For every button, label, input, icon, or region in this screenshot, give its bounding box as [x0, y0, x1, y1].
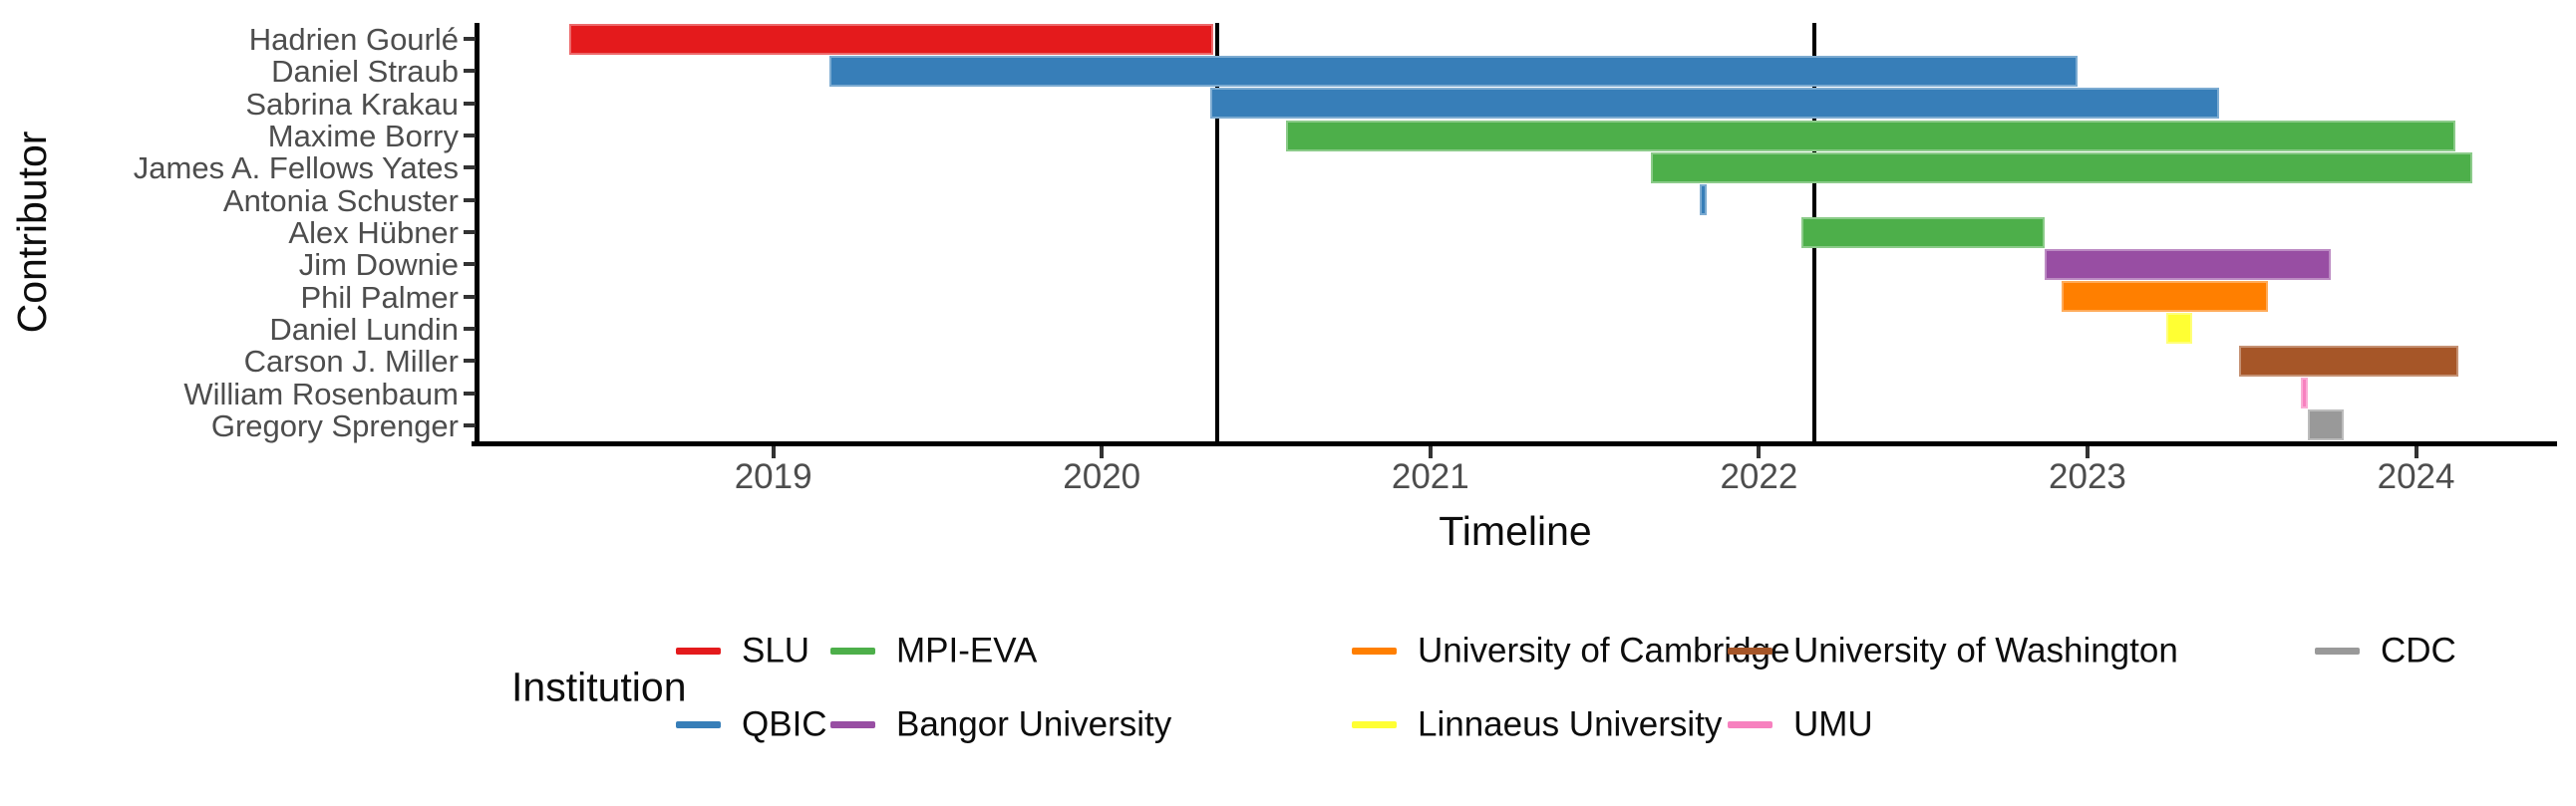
gantt-bar-gregory-sprenger — [2307, 409, 2345, 441]
y-label-daniel-lundin: Daniel Lundin — [269, 311, 459, 347]
x-tick-label-2019: 2019 — [734, 457, 812, 496]
x-tick-2020 — [1100, 446, 1105, 458]
y-tick-sabrina-krakau — [464, 101, 476, 106]
gantt-bar-hadrien-gourle — [569, 23, 1214, 55]
x-tick-label-2024: 2024 — [2377, 457, 2455, 496]
legend-key-mpi-eva — [830, 648, 875, 655]
y-label-alex-hubner: Alex Hübner — [288, 215, 459, 250]
legend-label-mpi-eva: MPI-EVA — [896, 631, 1038, 671]
y-label-antonia-schuster: Antonia Schuster — [222, 182, 459, 218]
legend-key-university-of-cambridge — [1352, 648, 1397, 655]
gantt-bar-daniel-lundin — [2166, 313, 2193, 345]
legend-label-cdc: CDC — [2381, 631, 2456, 671]
legend-label-qbic: QBIC — [742, 704, 827, 744]
legend-key-slu — [676, 648, 721, 655]
legend-key-cdc — [2315, 648, 2360, 655]
y-label-gregory-sprenger: Gregory Sprenger — [210, 407, 459, 443]
x-tick-label-2023: 2023 — [2049, 457, 2126, 496]
x-tick-2019 — [771, 446, 776, 458]
gantt-bar-sabrina-krakau — [1209, 88, 2219, 120]
y-tick-jim-downie — [464, 262, 476, 267]
y-tick-alex-hubner — [464, 230, 476, 234]
x-tick-2021 — [1428, 446, 1433, 458]
y-label-james-a-fellows-yates: James A. Fellows Yates — [133, 150, 459, 186]
y-tick-gregory-sprenger — [464, 422, 476, 427]
y-label-carson-j-miller: Carson J. Miller — [243, 344, 459, 380]
y-label-maxime-borry: Maxime Borry — [267, 119, 459, 154]
gantt-bar-william-rosenbaum — [2301, 378, 2308, 409]
y-label-jim-downie: Jim Downie — [298, 247, 459, 283]
legend-label-bangor-university: Bangor University — [896, 704, 1172, 744]
gantt-bar-phil-palmer — [2061, 281, 2269, 313]
legend-title: Institution — [511, 664, 687, 710]
y-tick-hadrien-gourle — [464, 37, 476, 42]
legend-label-slu: SLU — [742, 631, 810, 671]
event-line-1 — [1214, 23, 1219, 441]
y-label-hadrien-gourle: Hadrien Gourlé — [248, 22, 459, 58]
x-tick-2024 — [2414, 446, 2418, 458]
y-tick-phil-palmer — [464, 294, 476, 299]
y-tick-maxime-borry — [464, 134, 476, 138]
x-axis-line — [472, 441, 2557, 446]
y-tick-william-rosenbaum — [464, 391, 476, 396]
y-tick-daniel-lundin — [464, 326, 476, 331]
gantt-bar-alex-hubner — [1801, 216, 2046, 248]
gantt-bar-jim-downie — [2045, 248, 2331, 280]
gantt-bar-daniel-straub — [828, 55, 2079, 87]
y-tick-daniel-straub — [464, 69, 476, 74]
y-axis-title-text: Contributor — [8, 131, 55, 334]
y-axis-title: Contributor — [9, 132, 55, 334]
legend-key-umu — [1728, 721, 1772, 728]
gantt-bar-james-a-fellows-yates — [1650, 151, 2472, 183]
legend-key-bangor-university — [830, 721, 875, 728]
legend-key-university-of-washington — [1728, 648, 1772, 655]
y-label-phil-palmer: Phil Palmer — [300, 279, 460, 315]
y-axis-line — [475, 23, 480, 446]
legend-key-qbic — [676, 721, 721, 728]
y-label-daniel-straub: Daniel Straub — [271, 54, 459, 90]
legend-label-linnaeus-university: Linnaeus University — [1418, 704, 1723, 744]
x-tick-label-2021: 2021 — [1391, 457, 1469, 496]
x-axis-title: Timeline — [1439, 508, 1592, 554]
x-tick-2023 — [2085, 446, 2090, 458]
y-tick-antonia-schuster — [464, 197, 476, 202]
legend-label-university-of-washington: University of Washington — [1793, 631, 2178, 671]
x-tick-2022 — [1757, 446, 1762, 458]
y-label-sabrina-krakau: Sabrina Krakau — [245, 86, 459, 122]
y-tick-carson-j-miller — [464, 359, 476, 364]
x-tick-label-2020: 2020 — [1063, 457, 1141, 496]
gantt-bar-maxime-borry — [1285, 120, 2456, 151]
x-tick-label-2022: 2022 — [1720, 457, 1798, 496]
legend-label-umu: UMU — [1793, 704, 1873, 744]
gantt-bar-carson-j-miller — [2238, 345, 2459, 377]
y-label-william-rosenbaum: William Rosenbaum — [183, 376, 459, 411]
y-tick-james-a-fellows-yates — [464, 165, 476, 170]
legend-key-linnaeus-university — [1352, 721, 1397, 728]
gantt-bar-antonia-schuster — [1700, 184, 1707, 216]
